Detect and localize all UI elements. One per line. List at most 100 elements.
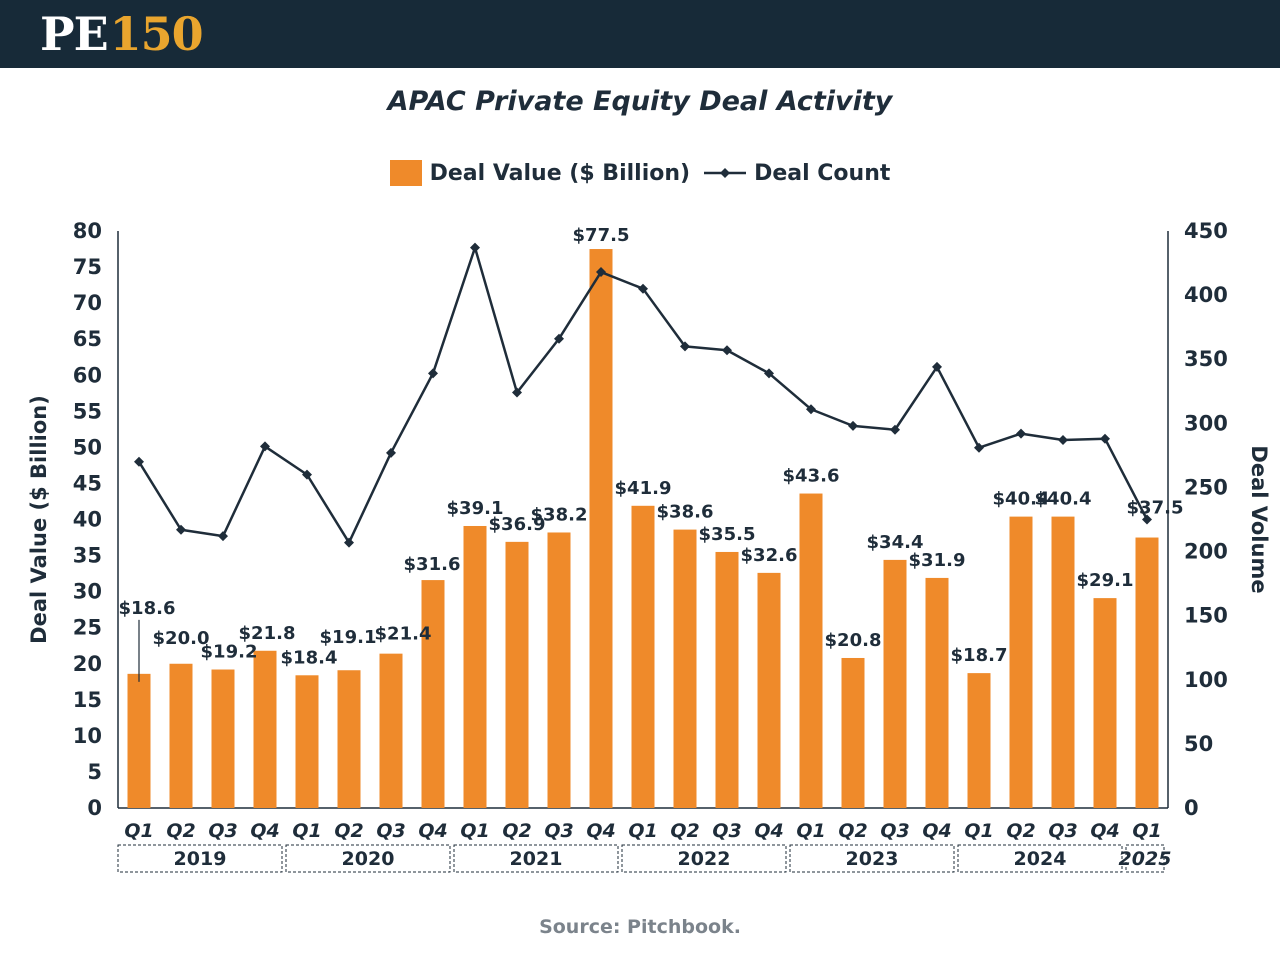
year-group-box bbox=[789, 844, 955, 873]
left-axis-tick-label: 75 bbox=[73, 255, 102, 279]
bar-deal-value bbox=[799, 493, 823, 808]
left-axis-tick-label: 25 bbox=[73, 616, 102, 640]
legend-item-deal-count: Deal Count bbox=[704, 161, 890, 186]
bar-data-label: $40.4 bbox=[1035, 489, 1092, 510]
quarter-tick-label: Q4 bbox=[922, 820, 951, 842]
bar-deal-value bbox=[841, 657, 865, 808]
bar-data-label: $38.2 bbox=[531, 504, 588, 525]
bar-deal-value bbox=[211, 669, 235, 808]
quarter-tick-label: Q1 bbox=[292, 820, 321, 842]
logo-text-150: 150 bbox=[109, 7, 204, 61]
left-axis-tick-label: 5 bbox=[87, 760, 102, 784]
bar-data-label: $36.9 bbox=[489, 514, 546, 535]
year-group-label: 2021 bbox=[510, 848, 563, 870]
quarter-tick-label: Q3 bbox=[712, 820, 741, 842]
quarter-tick-label: Q3 bbox=[544, 820, 573, 842]
bar-deal-value bbox=[295, 675, 319, 808]
quarter-tick-label: Q4 bbox=[1090, 820, 1119, 842]
bar-data-label: $77.5 bbox=[573, 225, 630, 246]
deal-count-point bbox=[806, 404, 816, 415]
deal-count-point bbox=[1058, 435, 1068, 446]
bar-data-label: $32.6 bbox=[741, 545, 798, 566]
bar-data-label: $18.4 bbox=[281, 647, 338, 668]
deal-count-point bbox=[890, 424, 900, 435]
quarter-tick-label: Q1 bbox=[796, 820, 825, 842]
year-group-box bbox=[1125, 844, 1165, 873]
deal-count-point bbox=[596, 267, 606, 278]
bar-deal-value bbox=[925, 577, 949, 808]
legend-bar-swatch bbox=[389, 160, 422, 186]
bar-data-label: $19.2 bbox=[201, 642, 258, 663]
left-axis-tick-label: 80 bbox=[73, 219, 102, 243]
quarter-tick-label: Q1 bbox=[628, 820, 657, 842]
year-group-box bbox=[621, 844, 787, 873]
year-group-label: 2022 bbox=[678, 848, 731, 870]
pe150-logo: PE 150 bbox=[40, 7, 204, 61]
bar-deal-value bbox=[127, 673, 151, 808]
chart-title: APAC Private Equity Deal Activity bbox=[387, 86, 893, 117]
left-axis-tick-label: 70 bbox=[73, 291, 102, 315]
quarter-tick-label: Q2 bbox=[166, 820, 195, 842]
left-axis-tick-label: 10 bbox=[73, 724, 102, 748]
quarter-tick-label: Q1 bbox=[1132, 820, 1161, 842]
bar-data-label: $21.8 bbox=[239, 623, 296, 644]
quarter-tick-label: Q4 bbox=[754, 820, 783, 842]
deal-count-point bbox=[470, 242, 480, 253]
left-axis-tick-label: 15 bbox=[73, 688, 102, 712]
bar-data-label: $38.6 bbox=[657, 502, 714, 523]
left-axis-tick-label: 30 bbox=[73, 580, 102, 604]
deal-count-point bbox=[764, 368, 774, 379]
bar-data-label: $20.8 bbox=[825, 630, 882, 651]
right-axis-tick-label: 0 bbox=[1184, 796, 1199, 820]
bar-deal-value bbox=[463, 525, 487, 808]
logo-text-pe: PE bbox=[40, 7, 109, 61]
bar-deal-value bbox=[589, 249, 613, 808]
deal-count-point bbox=[260, 441, 270, 452]
bar-data-label: $41.9 bbox=[615, 478, 672, 499]
deal-count-point bbox=[722, 345, 732, 356]
right-axis-tick-label: 50 bbox=[1184, 732, 1213, 756]
quarter-tick-label: Q4 bbox=[250, 820, 279, 842]
bar-data-label: $40.4 bbox=[993, 489, 1050, 510]
bar-deal-value bbox=[547, 532, 571, 808]
bar-data-label: $34.4 bbox=[867, 532, 924, 553]
bar-data-label: $31.9 bbox=[909, 550, 966, 571]
deal-count-point bbox=[848, 420, 858, 431]
deal-count-point bbox=[218, 531, 228, 542]
right-axis-tick-label: 450 bbox=[1184, 219, 1228, 243]
quarter-tick-label: Q4 bbox=[418, 820, 447, 842]
bar-deal-value bbox=[505, 541, 529, 808]
year-group-box bbox=[285, 844, 451, 873]
deal-count-point bbox=[1142, 514, 1152, 525]
bar-data-label: $18.7 bbox=[951, 645, 1008, 666]
bar-data-label: $21.4 bbox=[375, 624, 432, 645]
bar-deal-value bbox=[1051, 516, 1075, 808]
quarter-tick-label: Q3 bbox=[208, 820, 237, 842]
bar-deal-value bbox=[253, 650, 277, 808]
bar-deal-value bbox=[673, 529, 697, 808]
deal-count-point bbox=[428, 368, 438, 379]
left-axis-tick-label: 0 bbox=[87, 796, 102, 820]
right-axis-title: Deal Volume bbox=[1247, 445, 1271, 593]
quarter-tick-label: Q3 bbox=[1048, 820, 1077, 842]
year-group-label: 2025 bbox=[1119, 848, 1172, 870]
deal-count-point bbox=[512, 387, 522, 398]
bar-deal-value bbox=[379, 653, 403, 808]
bar-deal-value bbox=[1093, 598, 1117, 808]
bar-deal-value bbox=[1135, 537, 1159, 808]
left-axis-tick-label: 65 bbox=[73, 327, 102, 351]
year-group-label: 2019 bbox=[174, 848, 227, 870]
bar-deal-value bbox=[715, 551, 739, 808]
bar-deal-value bbox=[757, 572, 781, 808]
deal-count-point bbox=[1016, 428, 1026, 439]
bar-data-label: $37.5 bbox=[1127, 498, 1184, 519]
deal-count-point bbox=[974, 442, 984, 453]
deal-count-point bbox=[176, 524, 186, 535]
bar-data-label: $31.6 bbox=[404, 554, 461, 575]
deal-count-point bbox=[554, 333, 564, 344]
deal-count-point bbox=[680, 341, 690, 352]
quarter-tick-label: Q2 bbox=[334, 820, 363, 842]
bar-deal-value bbox=[169, 663, 193, 808]
bar-data-label: $29.1 bbox=[1077, 570, 1134, 591]
bar-data-label: $18.6 bbox=[119, 598, 176, 619]
